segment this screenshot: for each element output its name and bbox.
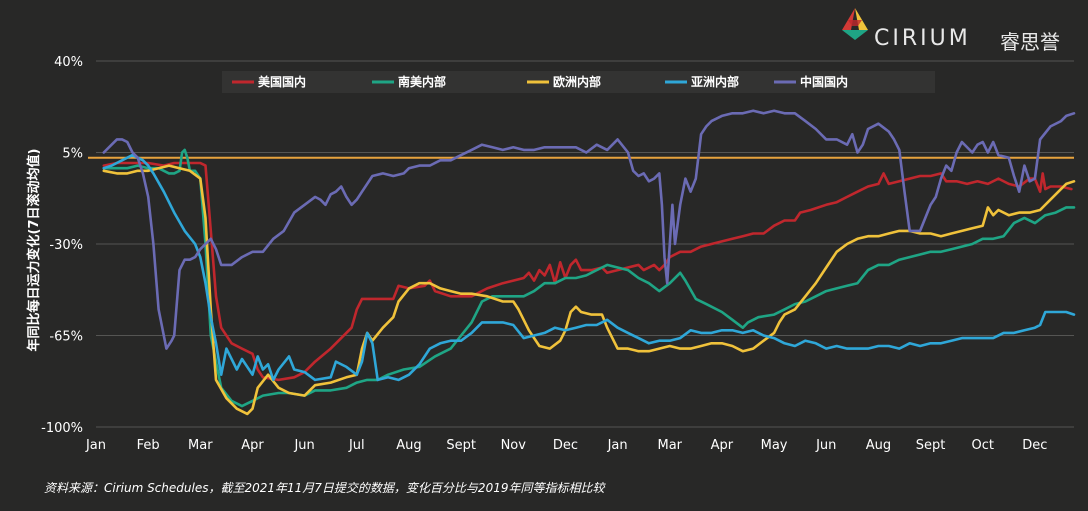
cirium-logo: CIRIUM 睿思誉 — [838, 6, 1078, 54]
y-tick-label: -100% — [41, 421, 83, 436]
x-axis-ticks: Jan Feb Mar Apr Jun Jul Aug Sept Nov Dec Jan Mar Apr… — [85, 438, 1047, 453]
x-tick-label: Apr — [711, 438, 734, 453]
series-line — [102, 148, 1076, 408]
legend-label: 南美内部 — [398, 74, 446, 89]
x-tick-label: Feb — [137, 438, 160, 453]
chart-gridlines — [96, 60, 1074, 428]
x-tick-label: Nov — [501, 438, 527, 453]
brand-name: CIRIUM — [874, 26, 971, 51]
y-tick-label: 5% — [62, 147, 83, 162]
y-tick-label: -65% — [49, 330, 83, 345]
source-note: 资料来源：Cirium Schedules，截至2021年11月7日提交的数据，… — [44, 481, 605, 495]
y-axis-ticks: 40% 5% -30% -65% -100% — [41, 55, 83, 436]
x-tick-label: Mar — [188, 438, 213, 453]
series-line — [102, 153, 1076, 382]
x-tick-label: Aug — [866, 438, 891, 453]
x-tick-label: Jan — [85, 438, 106, 453]
x-tick-label: Sept — [446, 438, 476, 453]
x-tick-label: Dec — [1022, 438, 1047, 453]
legend-label: 美国国内 — [258, 74, 306, 89]
y-tick-label: 40% — [54, 55, 83, 70]
legend-label: 欧洲内部 — [553, 74, 601, 89]
x-tick-label: Jul — [348, 438, 365, 453]
y-tick-label: -30% — [49, 238, 83, 253]
series-line — [102, 164, 1076, 416]
legend-label: 亚洲内部 — [691, 74, 739, 89]
legend-background — [222, 71, 935, 93]
line-chart: 美国国内 南美内部 欧洲内部 亚洲内部 中国国内 40%5%-30%-65%-100% … — [26, 55, 1076, 453]
x-tick-label: Apr — [241, 438, 264, 453]
x-tick-label: Oct — [971, 438, 993, 453]
x-tick-label: Jan — [607, 438, 628, 453]
x-tick-label: Jun — [815, 438, 836, 453]
x-tick-label: May — [761, 438, 788, 453]
x-tick-label: Aug — [396, 438, 421, 453]
legend-label: 中国国内 — [800, 74, 848, 89]
x-tick-label: Sept — [916, 438, 946, 453]
x-tick-label: Dec — [553, 438, 578, 453]
y-axis-label: 年同比每日运力变化(7日滚动均值) — [26, 149, 42, 352]
chart-legend: 美国国内 南美内部 欧洲内部 亚洲内部 中国国内 — [222, 71, 935, 93]
cirium-logo-mark-icon — [842, 8, 868, 40]
series-line — [102, 109, 1076, 350]
x-tick-label: Mar — [657, 438, 682, 453]
series-line — [102, 161, 1073, 382]
x-tick-label: Jun — [293, 438, 314, 453]
chart-series — [102, 109, 1076, 416]
brand-name-cn: 睿思誉 — [1000, 30, 1060, 54]
